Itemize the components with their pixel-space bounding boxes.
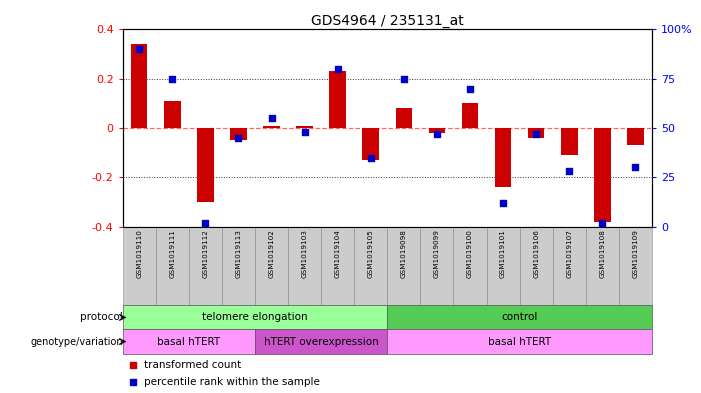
Bar	[362, 128, 379, 160]
Bar	[197, 128, 214, 202]
Bar	[552, 227, 586, 305]
Text: genotype/variation: genotype/variation	[30, 336, 123, 347]
Bar	[123, 329, 255, 354]
Text: basal hTERT: basal hTERT	[488, 336, 551, 347]
Bar	[627, 128, 644, 145]
Bar	[321, 227, 354, 305]
Bar	[387, 305, 652, 329]
Point	[431, 131, 442, 137]
Bar	[222, 227, 255, 305]
Point	[134, 46, 145, 52]
Bar	[264, 125, 280, 128]
Bar	[462, 103, 478, 128]
Text: GSM1019100: GSM1019100	[467, 229, 473, 278]
Text: percentile rank within the sample: percentile rank within the sample	[144, 377, 320, 387]
Bar	[354, 227, 388, 305]
Text: GSM1019107: GSM1019107	[566, 229, 572, 278]
Point	[233, 135, 244, 141]
Text: GSM1019102: GSM1019102	[268, 229, 275, 278]
Bar	[454, 227, 486, 305]
Text: GSM1019109: GSM1019109	[632, 229, 639, 278]
Point	[629, 164, 641, 171]
Text: GSM1019101: GSM1019101	[500, 229, 506, 278]
Bar	[421, 227, 454, 305]
Text: GSM1019106: GSM1019106	[533, 229, 539, 278]
Bar	[519, 227, 552, 305]
Bar	[528, 128, 545, 138]
Point	[564, 168, 575, 174]
Bar	[387, 227, 421, 305]
Bar	[189, 227, 222, 305]
Point	[597, 219, 608, 226]
Point	[498, 200, 509, 206]
Bar	[495, 128, 511, 187]
Bar	[428, 128, 445, 133]
Title: GDS4964 / 235131_at: GDS4964 / 235131_at	[311, 15, 463, 28]
Bar	[131, 44, 147, 128]
Text: GSM1019105: GSM1019105	[368, 229, 374, 278]
Point	[398, 75, 409, 82]
Bar	[329, 72, 346, 128]
Bar	[395, 108, 412, 128]
Point	[531, 131, 542, 137]
Point	[332, 66, 343, 72]
Bar	[164, 101, 181, 128]
Text: transformed count: transformed count	[144, 360, 241, 370]
Text: GSM1019103: GSM1019103	[301, 229, 308, 278]
Bar	[297, 125, 313, 128]
Bar	[586, 227, 619, 305]
Text: GSM1019111: GSM1019111	[170, 229, 175, 278]
Text: GSM1019110: GSM1019110	[136, 229, 142, 278]
Text: basal hTERT: basal hTERT	[157, 336, 220, 347]
Text: GSM1019099: GSM1019099	[434, 229, 440, 278]
Bar	[619, 227, 652, 305]
Text: GSM1019104: GSM1019104	[334, 229, 341, 278]
Point	[200, 219, 211, 226]
Bar	[387, 329, 652, 354]
Bar	[123, 227, 156, 305]
Point	[128, 379, 139, 385]
Bar	[594, 128, 611, 222]
Point	[299, 129, 311, 135]
Text: GSM1019108: GSM1019108	[599, 229, 605, 278]
Text: GSM1019112: GSM1019112	[203, 229, 208, 278]
Point	[266, 115, 277, 121]
Point	[365, 154, 376, 161]
Bar	[123, 305, 387, 329]
Point	[464, 85, 475, 92]
Bar	[486, 227, 519, 305]
Bar	[156, 227, 189, 305]
Text: GSM1019113: GSM1019113	[236, 229, 241, 278]
Text: GSM1019098: GSM1019098	[401, 229, 407, 278]
Bar	[255, 227, 288, 305]
Bar	[255, 329, 387, 354]
Point	[128, 362, 139, 368]
Text: control: control	[501, 312, 538, 322]
Text: telomere elongation: telomere elongation	[202, 312, 308, 322]
Bar	[561, 128, 578, 155]
Bar	[288, 227, 321, 305]
Bar	[230, 128, 247, 140]
Text: hTERT overexpression: hTERT overexpression	[264, 336, 379, 347]
Text: protocol: protocol	[80, 312, 123, 322]
Point	[167, 75, 178, 82]
